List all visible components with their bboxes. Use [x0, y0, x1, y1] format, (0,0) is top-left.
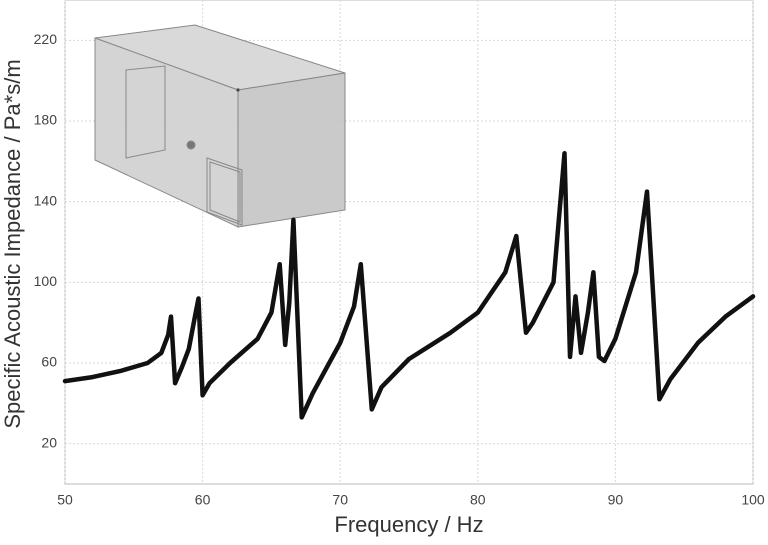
window	[206, 157, 243, 226]
window-frame	[209, 161, 241, 223]
inset-room	[94, 24, 346, 228]
x-axis-label: Frequency / Hz	[334, 512, 483, 537]
x-tick-label: 60	[195, 492, 211, 508]
y-tick-label: 20	[41, 434, 57, 450]
y-tick-label: 100	[34, 273, 58, 289]
x-tick-label: 50	[57, 492, 73, 508]
y-tick-label: 180	[34, 112, 58, 128]
data-line	[62, 151, 756, 420]
corner	[236, 88, 240, 92]
y-axis-label: Specific Acoustic Impedance / Pa*s/m	[0, 59, 25, 428]
door	[125, 65, 166, 159]
source	[186, 140, 196, 150]
x-tick-label: 100	[741, 492, 765, 508]
x-tick-label: 90	[608, 492, 624, 508]
x-tick-label: 80	[470, 492, 486, 508]
x-tick-label: 70	[332, 492, 348, 508]
room-front	[237, 72, 346, 228]
y-tick-label: 60	[41, 354, 57, 370]
y-tick-label: 140	[34, 192, 58, 208]
y-tick-label: 220	[34, 31, 58, 47]
